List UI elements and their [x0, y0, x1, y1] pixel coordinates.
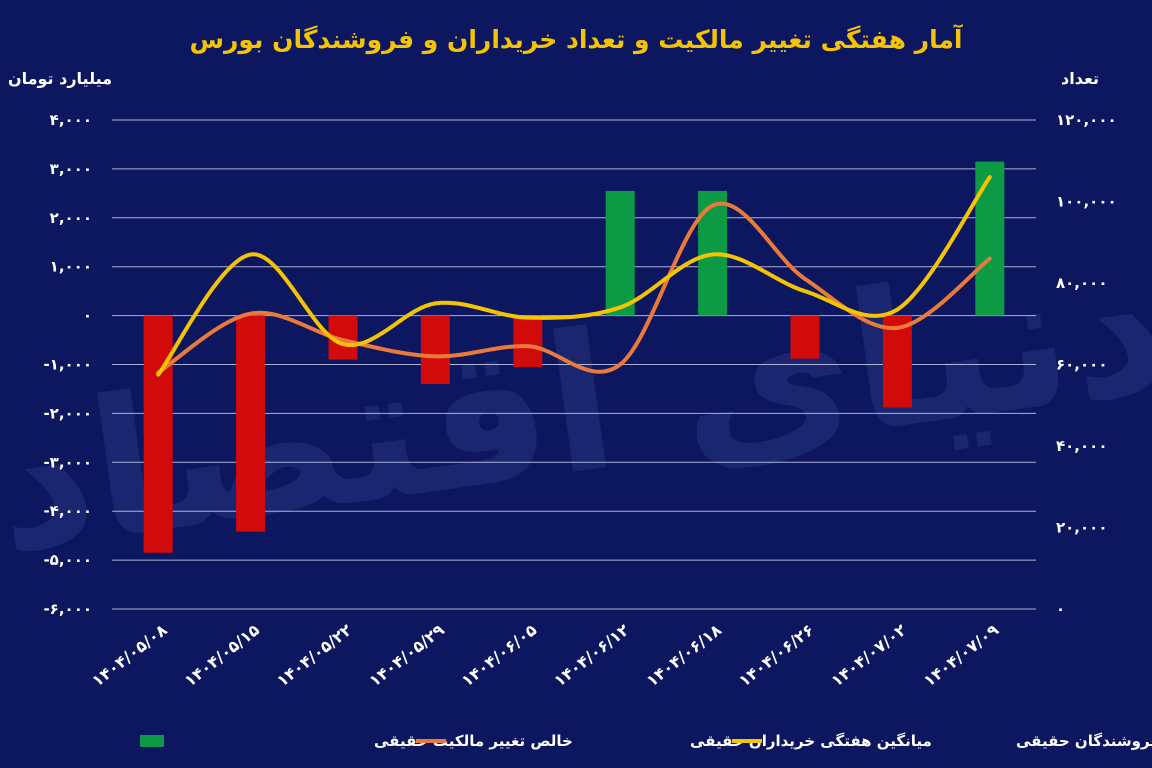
- chart-title: آمار هفتگی تغییر مالکیت و تعداد خریداران…: [189, 24, 963, 55]
- y-left-tick-label: ۳,۰۰۰: [50, 160, 92, 178]
- y-right-tick-label: ۶۰,۰۰۰: [1056, 356, 1107, 374]
- bar: [882, 315, 912, 408]
- y-right-tick-label: ۲۰,۰۰۰: [1056, 519, 1107, 537]
- x-tick-label: ۱۴۰۴/۰۵/۲۲: [273, 620, 356, 690]
- y-left-tick-label: ۱,۰۰۰: [50, 258, 92, 276]
- bar-series: [143, 161, 1005, 553]
- bar: [420, 315, 450, 385]
- legend-label-sellers: میانگین هفتگی فروشندگان حقیقی: [1016, 732, 1152, 750]
- x-tick-label: ۱۴۰۴/۰۵/۱۵: [181, 620, 264, 690]
- bar: [605, 190, 635, 316]
- y-left-tick-label: -۴,۰۰۰: [43, 502, 92, 520]
- x-tick-label: ۱۴۰۴/۰۵/۰۸: [88, 620, 171, 690]
- y-right-tick-label: ۸۰,۰۰۰: [1056, 274, 1107, 292]
- y-left-tick-label: ۲,۰۰۰: [50, 209, 92, 227]
- bar: [513, 315, 543, 367]
- legend-label-net-change: خالص تغییر مالکیت حقیقی: [374, 732, 573, 750]
- y-right-tick-label: ۱۰۰,۰۰۰: [1056, 193, 1117, 211]
- bar: [790, 315, 820, 359]
- x-tick-label: ۱۴۰۴/۰۶/۱۸: [643, 620, 726, 690]
- y-left-tick-label: -۶,۰۰۰: [43, 600, 92, 618]
- x-tick-label: ۱۴۰۴/۰۶/۱۲: [550, 620, 633, 690]
- y-left-ticks: ۴,۰۰۰ ۳,۰۰۰ ۲,۰۰۰ ۱,۰۰۰ ۰ -۱,۰۰۰ -۲,۰۰۰ -۳,۰۰۰ -…: [43, 111, 92, 618]
- x-tick-label: ۱۴۰۴/۰۶/۰۵: [458, 620, 541, 690]
- bar: [975, 161, 1005, 316]
- y-left-tick-label: ۴,۰۰۰: [50, 111, 92, 129]
- x-tick-label: ۱۴۰۴/۰۷/۰۲: [827, 620, 910, 690]
- y-right-tick-label: ۱۲۰,۰۰۰: [1056, 111, 1117, 129]
- legend-label-buyers: میانگین هفتگی خریداران حقیقی: [690, 732, 932, 750]
- x-tick-label: ۱۴۰۴/۰۵/۲۹: [365, 620, 448, 690]
- y-right-axis-title: تعداد: [1061, 69, 1099, 88]
- y-left-tick-label: -۲,۰۰۰: [43, 404, 92, 422]
- y-right-tick-label: ۴۰,۰۰۰: [1056, 437, 1107, 455]
- y-right-ticks: ۱۲۰,۰۰۰ ۱۰۰,۰۰۰ ۸۰,۰۰۰ ۶۰,۰۰۰ ۴۰,۰۰۰ ۲۰,۰۰۰ ۰: [1056, 111, 1117, 618]
- y-left-tick-label: -۳,۰۰۰: [43, 453, 92, 471]
- y-right-tick-label: ۰: [1056, 600, 1065, 618]
- bar: [143, 315, 173, 553]
- y-left-tick-label: -۵,۰۰۰: [43, 551, 92, 569]
- y-left-tick-label: -۱,۰۰۰: [43, 356, 92, 374]
- x-tick-label: ۱۴۰۴/۰۶/۲۶: [735, 620, 817, 690]
- x-axis-ticks: ۱۴۰۴/۰۵/۰۸ ۱۴۰۴/۰۵/۱۵ ۱۴۰۴/۰۵/۲۲ ۱۴۰۴/۰۵/۲۹…: [88, 620, 1002, 690]
- sellers-line: [156, 175, 992, 377]
- line-series: [156, 175, 992, 377]
- legend-swatch-net-change: [140, 735, 164, 747]
- y-left-axis-title: میلیارد تومان: [8, 69, 112, 88]
- grid-lines: [112, 119, 1036, 610]
- x-tick-label: ۱۴۰۴/۰۷/۰۹: [920, 620, 1003, 690]
- legend: خالص تغییر مالکیت حقیقی میانگین هفتگی خر…: [140, 732, 1152, 750]
- y-left-tick-label: ۰: [83, 307, 92, 325]
- bar: [236, 315, 266, 532]
